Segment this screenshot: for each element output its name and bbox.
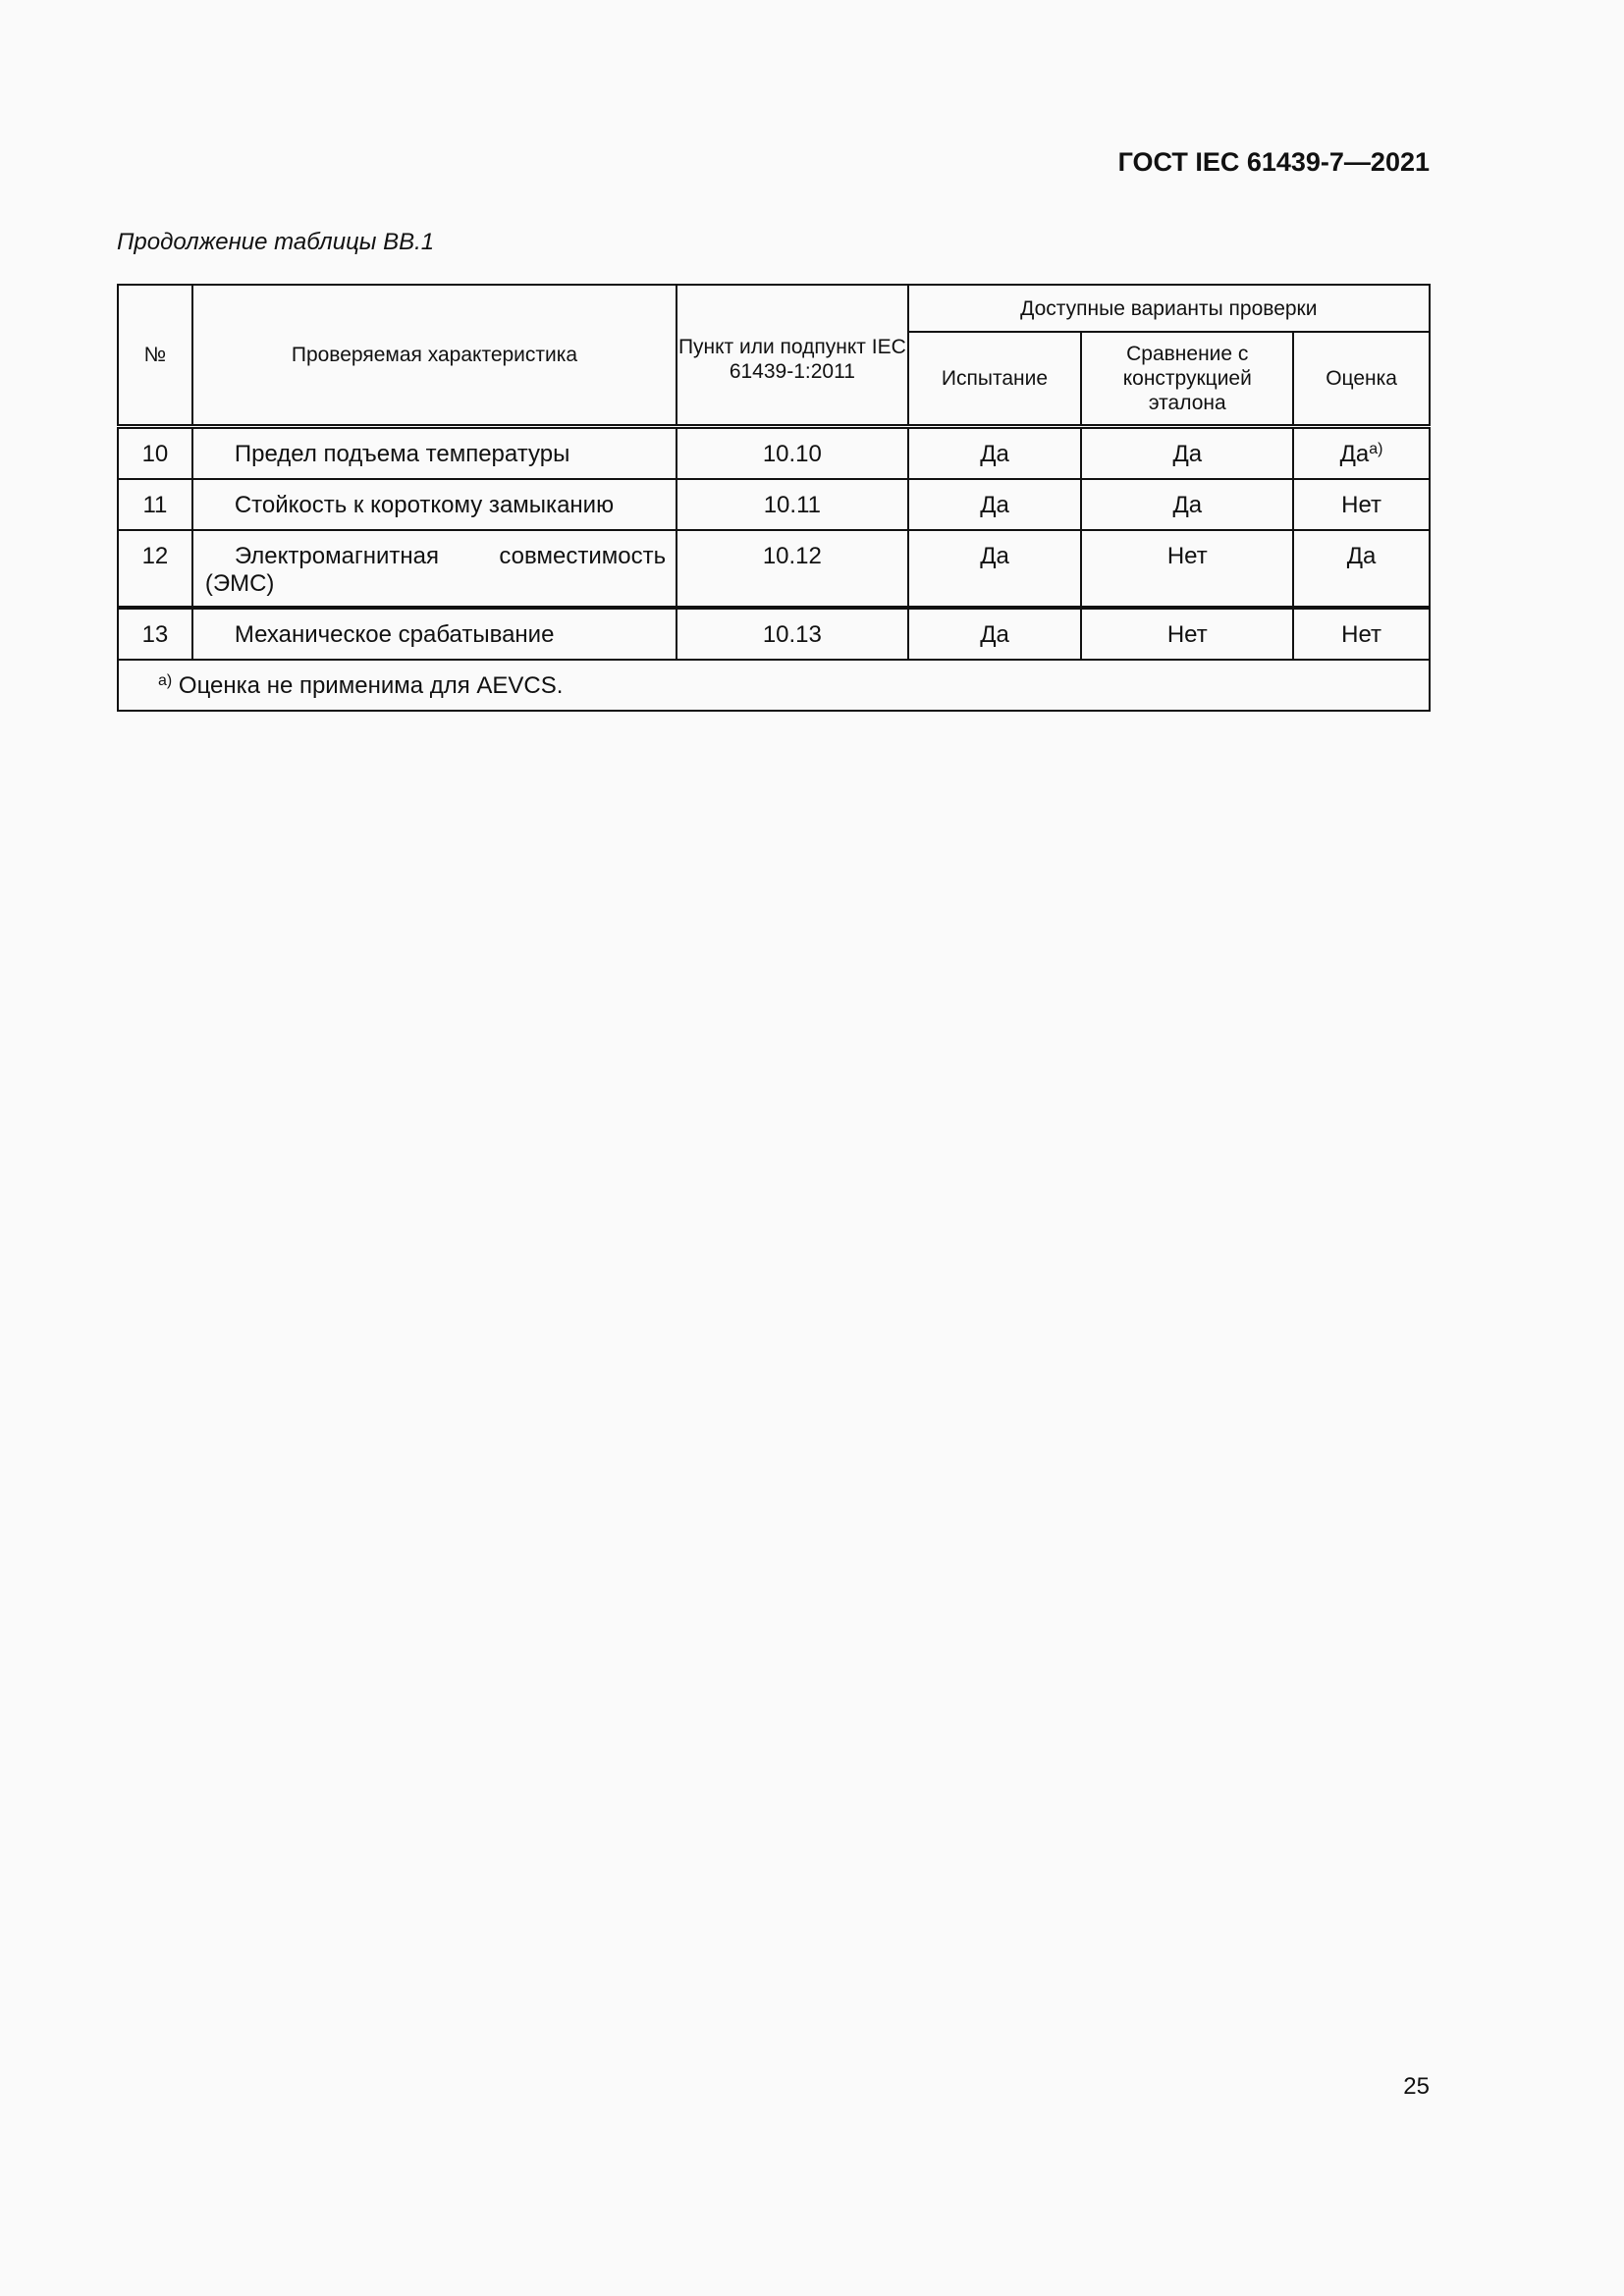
- header-characteristic: Проверяемая характеристика: [190, 284, 678, 429]
- row-num: 12: [117, 529, 193, 609]
- header-test: Испытание: [906, 331, 1083, 429]
- row-num: 10: [117, 425, 193, 480]
- row-clause: 10.10: [676, 425, 909, 480]
- row-num: 13: [117, 606, 193, 661]
- row-characteristic: Предел подъема температуры: [190, 425, 678, 480]
- row-comparison: Да: [1080, 425, 1295, 480]
- row-assessment: Нет: [1292, 478, 1431, 531]
- table-row: 13 Механическое срабатывание 10.13 Да Не…: [117, 606, 1431, 661]
- row-clause: 10.11: [676, 478, 909, 531]
- row-num: 11: [117, 478, 193, 531]
- document-id: ГОСТ IEC 61439-7—2021: [1117, 147, 1430, 177]
- verification-table: № Проверяемая характеристика Пункт или п…: [117, 284, 1432, 712]
- row-characteristic: Механическое срабатывание: [190, 606, 678, 661]
- table-row: 10 Предел подъема температуры 10.10 Да Д…: [117, 425, 1431, 480]
- row-test: Да: [906, 529, 1083, 609]
- header-comparison: Сравнение с конструкцией эталона: [1080, 331, 1295, 429]
- header-clause: Пункт или подпункт IEC 61439-1:2011: [676, 284, 909, 429]
- row-test: Да: [906, 478, 1083, 531]
- footnote-ref: a): [1369, 441, 1383, 457]
- footnote-text: Оценка не применима для AEVCS.: [178, 672, 564, 699]
- row-assessment: Да: [1292, 529, 1431, 609]
- row-test: Да: [906, 425, 1083, 480]
- table-row: 12 Электромагнитная совместимость (ЭМС) …: [117, 529, 1431, 609]
- header-group: Доступные варианты проверки: [906, 284, 1432, 333]
- header-num: №: [117, 284, 193, 429]
- row-assessment: Нет: [1292, 606, 1431, 661]
- row-comparison: Нет: [1080, 606, 1295, 661]
- page-number: 25: [1403, 2073, 1430, 2100]
- table-row: 11 Стойкость к короткому замыканию 10.11…: [117, 478, 1431, 531]
- row-assessment: Даa): [1292, 425, 1431, 480]
- footnote-mark: a): [158, 672, 173, 689]
- footnote-row: a) Оценка не применима для AEVCS.: [117, 659, 1431, 712]
- footnote: a) Оценка не применима для AEVCS.: [117, 659, 1431, 712]
- table-caption: Продолжение таблицы ВВ.1: [117, 229, 435, 255]
- row-characteristic: Электромагнитная совместимость (ЭМС): [190, 529, 678, 609]
- row-test: Да: [906, 606, 1083, 661]
- row-characteristic: Стойкость к короткому замыканию: [190, 478, 678, 531]
- row-clause: 10.13: [676, 606, 909, 661]
- assessment-value: Да: [1339, 441, 1370, 467]
- row-comparison: Да: [1080, 478, 1295, 531]
- row-clause: 10.12: [676, 529, 909, 609]
- row-comparison: Нет: [1080, 529, 1295, 609]
- header-assessment: Оценка: [1292, 331, 1431, 429]
